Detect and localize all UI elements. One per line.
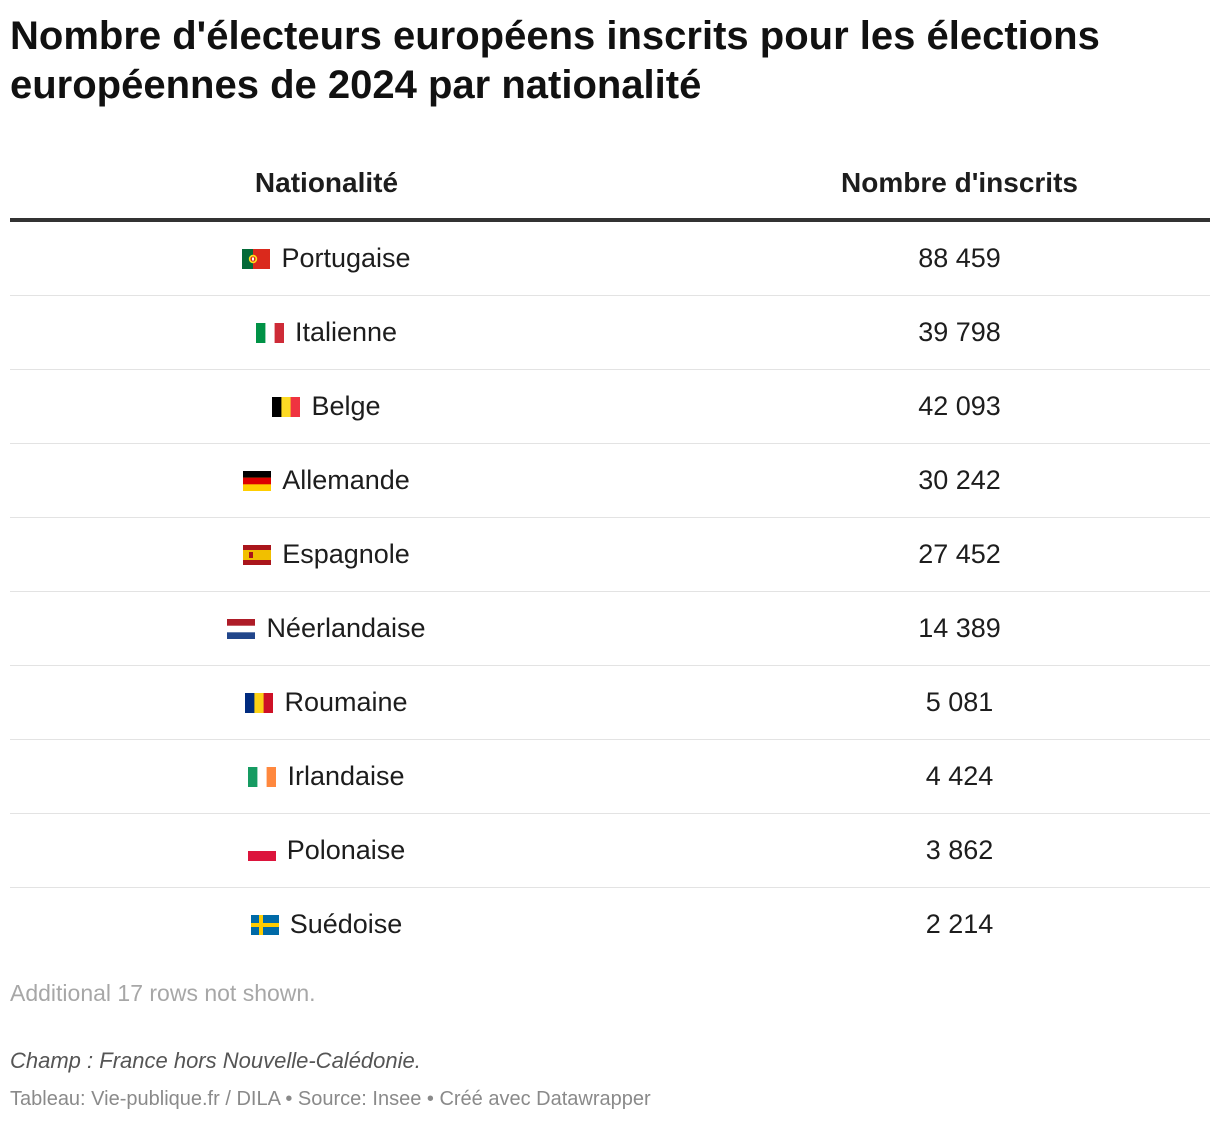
table-row: Belge 42 093 <box>10 370 1210 444</box>
nationality-label: Polonaise <box>286 835 406 865</box>
flag-italy-icon <box>255 322 284 343</box>
flag-poland-icon <box>247 840 276 861</box>
table-row: Suédoise 2 214 <box>10 888 1210 961</box>
table-row: Polonaise 3 862 <box>10 814 1210 888</box>
count-cell: 2 214 <box>925 909 994 939</box>
nationality-label: Roumaine <box>284 687 408 717</box>
chart-footer: Tableau: Vie-publique.fr / DILA • Source… <box>10 1088 651 1110</box>
nationality-label: Suédoise <box>289 909 403 939</box>
nationality-cell: Irlandaise <box>10 740 643 813</box>
nationality-label: Espagnole <box>282 539 410 569</box>
column-header-count[interactable]: Nombre d'inscrits <box>841 167 1078 198</box>
more-rows-note: Additional 17 rows not shown. <box>10 980 316 1006</box>
nationality-cell: Néerlandaise <box>10 592 643 665</box>
nationality-cell: Polonaise <box>10 814 643 887</box>
table-header: Nationalité Nombre d'inscrits <box>10 150 1210 222</box>
count-cell: 30 242 <box>918 465 1001 495</box>
nationality-cell: Allemande <box>10 444 643 517</box>
chart-notes: Champ : France hors Nouvelle-Calédonie. <box>10 1048 421 1073</box>
flag-spain-icon <box>243 544 272 565</box>
count-cell: 5 081 <box>925 687 994 717</box>
nationality-cell: Roumaine <box>10 666 643 739</box>
flag-ireland-icon <box>248 766 277 787</box>
table-row: Espagnole 27 452 <box>10 518 1210 592</box>
table-row: Néerlandaise 14 389 <box>10 592 1210 666</box>
count-cell: 27 452 <box>918 539 1001 569</box>
table-row: Irlandaise 4 424 <box>10 740 1210 814</box>
count-cell: 39 798 <box>918 317 1001 347</box>
flag-sweden-icon <box>250 914 279 935</box>
column-header-nationality[interactable]: Nationalité <box>254 167 399 198</box>
count-cell: 88 459 <box>918 243 1001 273</box>
nationality-label: Néerlandaise <box>266 613 426 643</box>
flag-belgium-icon <box>272 396 301 417</box>
table-row: Roumaine 5 081 <box>10 666 1210 740</box>
flag-netherlands-icon <box>227 618 256 639</box>
table-body: Portugaise 88 459 Italienne 39 798 Belge <box>10 222 1210 961</box>
nationality-cell: Portugaise <box>10 222 643 295</box>
nationality-cell: Suédoise <box>10 888 643 961</box>
nationality-cell: Italienne <box>10 296 643 369</box>
count-cell: 42 093 <box>918 391 1001 421</box>
nationality-label: Belge <box>311 391 381 421</box>
count-cell: 14 389 <box>918 613 1001 643</box>
table-row: Allemande 30 242 <box>10 444 1210 518</box>
flag-germany-icon <box>243 470 272 491</box>
nationality-cell: Belge <box>10 370 643 443</box>
count-cell: 4 424 <box>925 761 994 791</box>
nationality-cell: Espagnole <box>10 518 643 591</box>
table-row: Italienne 39 798 <box>10 296 1210 370</box>
nationality-label: Portugaise <box>281 243 411 273</box>
nationality-label: Irlandaise <box>287 761 405 791</box>
nationality-label: Allemande <box>282 465 410 495</box>
chart-title: Nombre d'électeurs européens inscrits po… <box>10 14 1100 107</box>
flag-portugal-icon <box>242 248 271 269</box>
count-cell: 3 862 <box>925 835 994 865</box>
flag-romania-icon <box>245 692 274 713</box>
table-row: Portugaise 88 459 <box>10 222 1210 296</box>
nationality-label: Italienne <box>294 317 398 347</box>
